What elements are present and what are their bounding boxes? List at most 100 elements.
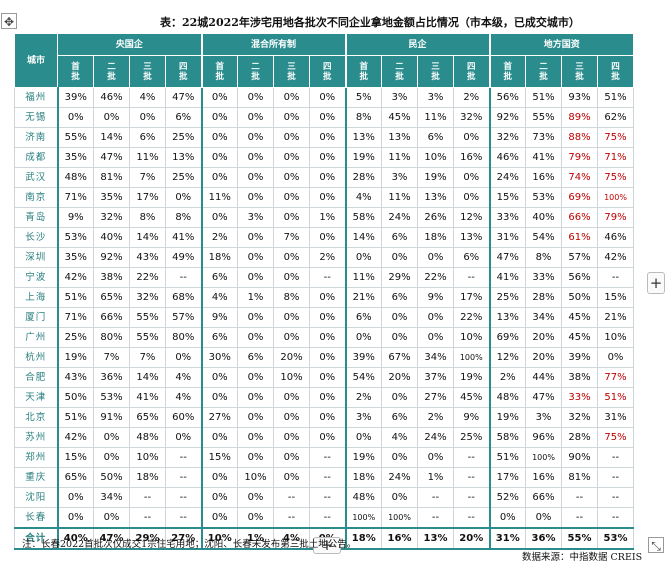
- share-cell: 13%: [381, 127, 418, 148]
- share-cell: 7%: [129, 347, 166, 368]
- share-cell: 0%: [93, 107, 130, 128]
- share-cell: 22%: [417, 267, 454, 288]
- share-cell: 0%: [237, 227, 274, 248]
- share-cell: 3%: [525, 407, 562, 428]
- share-cell: 100%: [597, 187, 634, 208]
- share-cell: 39%: [56, 87, 94, 108]
- share-cell: 53%: [597, 527, 634, 550]
- share-cell: 39%: [561, 347, 598, 368]
- share-cell: 29%: [129, 527, 166, 550]
- share-cell: 81%: [561, 467, 598, 488]
- share-cell: 0%: [93, 427, 130, 448]
- share-cell: --: [129, 487, 166, 508]
- share-cell: --: [309, 487, 346, 508]
- share-cell: 9%: [453, 407, 490, 428]
- share-cell: --: [417, 487, 454, 508]
- share-cell: 25%: [165, 167, 202, 188]
- share-cell: 20%: [525, 347, 562, 368]
- share-cell: 9%: [200, 307, 238, 328]
- share-cell: 15%: [200, 447, 238, 468]
- share-cell: --: [165, 507, 202, 529]
- share-cell: 0%: [237, 107, 274, 128]
- share-cell: --: [165, 447, 202, 468]
- city-name: 天津: [14, 387, 58, 408]
- city-name: 宁波: [14, 267, 58, 288]
- add-row-button[interactable]: +: [313, 537, 341, 554]
- share-cell: 19%: [453, 367, 490, 388]
- share-cell: 53%: [56, 227, 94, 248]
- share-cell: --: [597, 487, 634, 508]
- share-cell: 31%: [488, 527, 526, 550]
- footnote: 注：长春2022首批次仅成交1宗住宅用地；沈阳、长春未发布第三批土地公告。: [22, 539, 357, 550]
- share-cell: 42%: [56, 427, 94, 448]
- table-move-handle-icon[interactable]: ✥: [1, 13, 17, 29]
- share-cell: 16%: [525, 167, 562, 188]
- share-cell: 19%: [488, 407, 526, 428]
- data-source: 数据来源：中指数据 CREIS: [522, 552, 643, 563]
- share-cell: 0%: [273, 447, 310, 468]
- share-cell: 8%: [525, 247, 562, 268]
- share-cell: 92%: [488, 107, 526, 128]
- land-share-table[interactable]: 城市 央国企 混合所有制 民企 地方国资 首批二批三批四批首批二批三批四批首批二…: [14, 33, 634, 550]
- share-cell: 34%: [525, 307, 562, 328]
- share-cell: 17%: [488, 467, 526, 488]
- table-title: 表：22城2022年涉宅用地各批次不同企业拿地金额占比情况（市本级，已成交城市）: [160, 16, 580, 29]
- batch-header: 首批: [488, 55, 526, 88]
- share-cell: 4%: [381, 427, 418, 448]
- share-cell: 0%: [273, 107, 310, 128]
- share-cell: 28%: [561, 427, 598, 448]
- batch-header: 首批: [57, 55, 94, 88]
- share-cell: 0%: [273, 167, 310, 188]
- share-cell: 0%: [129, 107, 166, 128]
- table-row: 厦门 71% 66% 55% 57% 9% 0% 0% 0% 6% 0% 0% 22% 13% 34% 45%…: [14, 307, 634, 328]
- share-cell: 0%: [200, 387, 238, 408]
- share-cell: 11%: [200, 187, 238, 208]
- share-cell: 0%: [344, 247, 382, 268]
- share-cell: 60%: [165, 407, 202, 428]
- share-cell: 0%: [273, 207, 310, 228]
- share-cell: 47%: [165, 87, 202, 108]
- share-cell: 0%: [273, 307, 310, 328]
- group-header-local-state: 地方国资: [488, 33, 634, 56]
- share-cell: 0%: [381, 307, 418, 328]
- share-cell: 2%: [488, 367, 526, 388]
- table-row: 长沙 53% 40% 14% 41% 2% 0% 7% 0% 14% 6% 18% 13% 31% 54% 6…: [14, 227, 634, 248]
- share-cell: 47%: [93, 527, 130, 550]
- share-cell: 47%: [93, 147, 130, 168]
- share-cell: 0%: [273, 387, 310, 408]
- share-cell: 21%: [344, 287, 382, 308]
- batch-header: 首批: [200, 55, 238, 88]
- share-cell: 92%: [93, 247, 130, 268]
- share-cell: 0%: [93, 507, 130, 529]
- city-name: 成都: [14, 147, 58, 168]
- share-cell: 0%: [56, 107, 94, 128]
- share-cell: 13%: [488, 307, 526, 328]
- share-cell: 0%: [237, 387, 274, 408]
- share-cell: 71%: [56, 187, 94, 208]
- city-name: 无锡: [14, 107, 58, 128]
- table-row: 沈阳 0% 34% -- -- 0% 0% -- -- 48% 0% -- -- 52% 66% -- --: [14, 487, 634, 508]
- share-cell: 0%: [273, 87, 310, 108]
- share-cell: 13%: [417, 187, 454, 208]
- resize-handle-icon[interactable]: ⤡: [648, 537, 664, 553]
- share-cell: 45%: [453, 387, 490, 408]
- share-cell: 27%: [200, 407, 238, 428]
- share-cell: 0%: [309, 127, 346, 148]
- share-cell: 0%: [453, 167, 490, 188]
- share-cell: --: [165, 467, 202, 488]
- add-column-button[interactable]: +: [647, 272, 665, 294]
- share-cell: 0%: [56, 507, 94, 529]
- share-cell: 45%: [381, 107, 418, 128]
- share-cell: 55%: [56, 127, 94, 148]
- share-cell: 32%: [561, 407, 598, 428]
- table-row: 武汉 48% 81% 7% 25% 0% 0% 0% 0% 28% 3% 19% 0% 24% 16% 74%…: [14, 167, 634, 188]
- share-cell: 15%: [597, 287, 634, 308]
- share-cell: 54%: [525, 227, 562, 248]
- share-cell: 0%: [309, 107, 346, 128]
- share-cell: 10%: [453, 327, 490, 348]
- share-cell: 66%: [525, 487, 562, 508]
- share-cell: 18%: [200, 247, 238, 268]
- share-cell: 0%: [309, 287, 346, 308]
- share-cell: 50%: [561, 287, 598, 308]
- share-cell: 49%: [165, 247, 202, 268]
